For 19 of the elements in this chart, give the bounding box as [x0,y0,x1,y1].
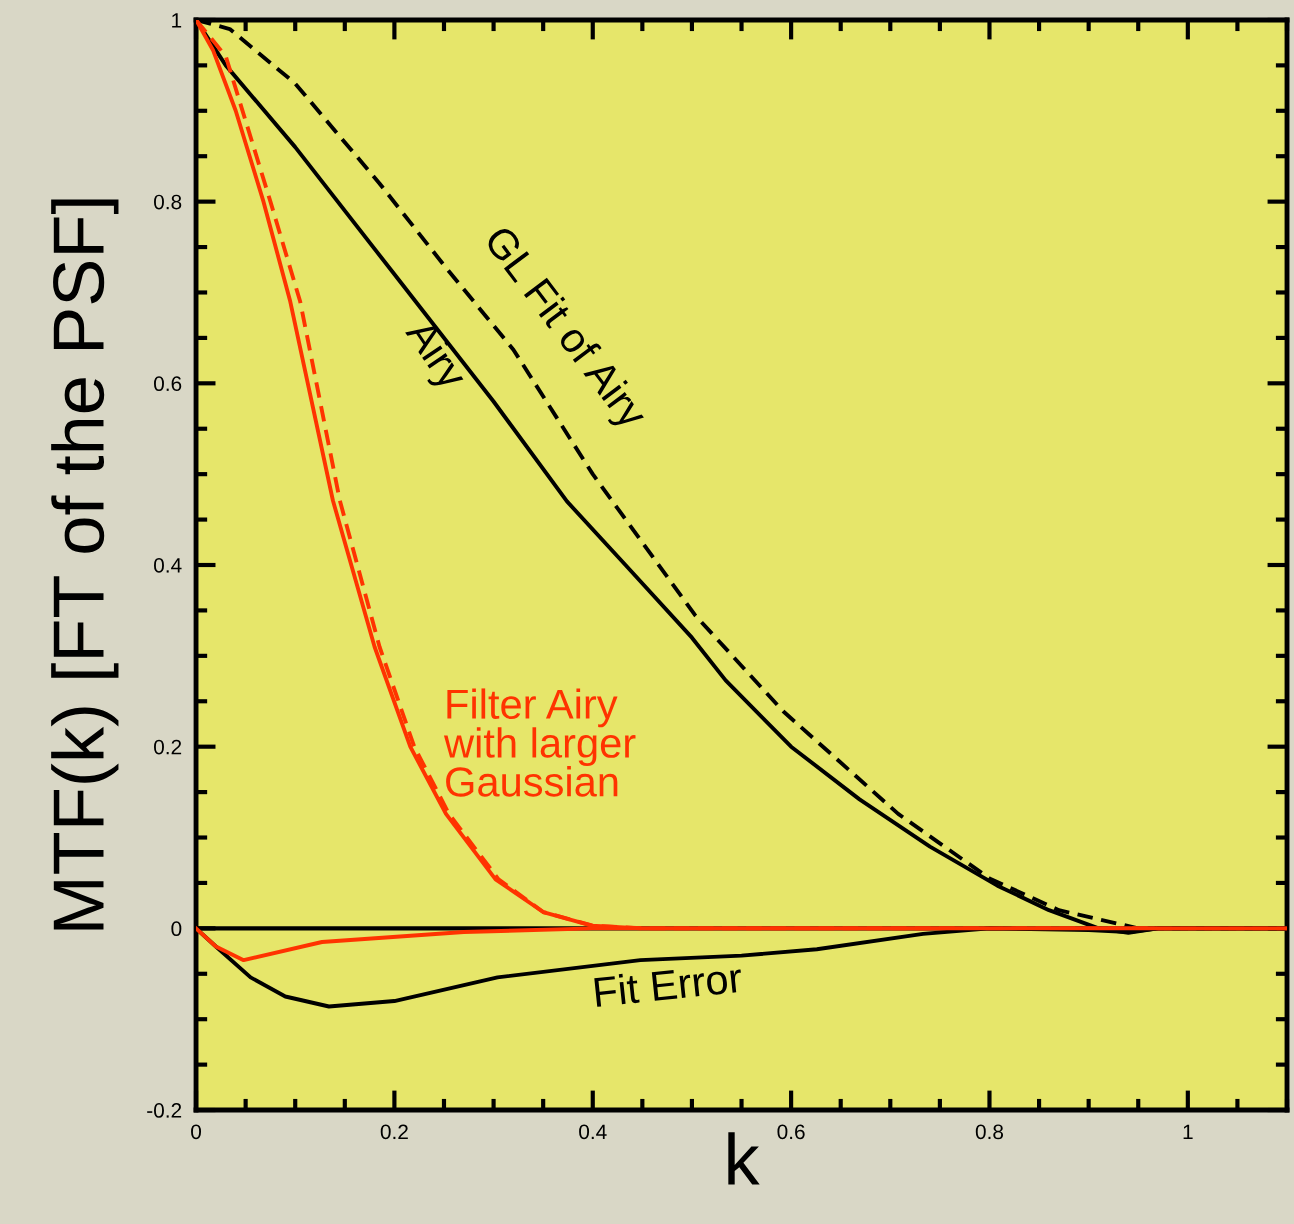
x-axis-title: k [728,1132,760,1185]
series-label: Filter Airy with larger Gaussian [443,688,636,797]
x-tick-label: 1 [1183,1124,1193,1140]
x-tick-label: 0.4 [579,1124,607,1140]
text: Airy [397,315,471,397]
x-tick-label: 0.2 [380,1124,408,1140]
y-tick-label: 0 [171,921,182,937]
x-tick-label: 0.8 [975,1124,1004,1140]
y-tick-label: 1 [172,13,182,28]
text: GL Fit of Airy [476,223,651,436]
y-tick-label: 0.8 [154,194,182,210]
y-tick-label: 0.6 [154,376,182,392]
x-tick-label: 0 [191,1124,202,1140]
y-tick-label: 0.2 [154,739,182,755]
y-tick-label: 0.4 [154,558,182,573]
text: Fit Error [594,961,743,1008]
x-tick-label: 0.6 [777,1124,805,1140]
y-axis-title: MTF(k) [FT of the PSF] [51,199,119,930]
y-tick-label: -0.2 [147,1103,182,1118]
